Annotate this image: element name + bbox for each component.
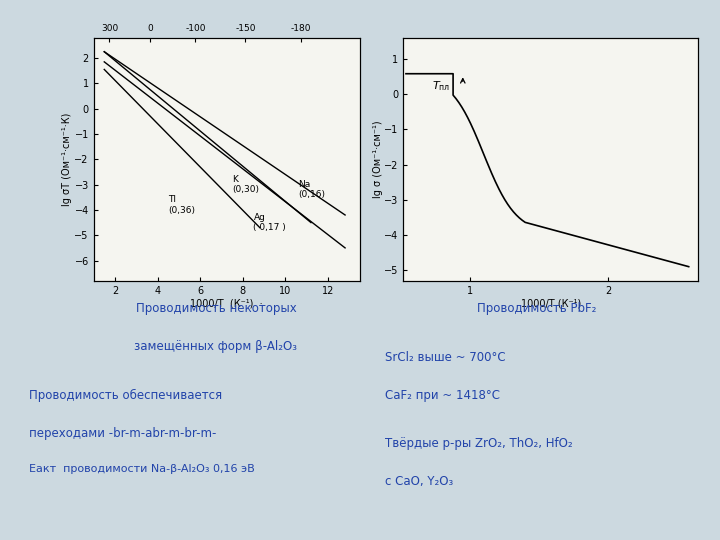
Text: Tl
(0,36): Tl (0,36) bbox=[168, 195, 195, 214]
Text: SrCl₂ выше ~ 700°C: SrCl₂ выше ~ 700°C bbox=[385, 351, 506, 364]
Text: замещённых форм β-Al₂O₃: замещённых форм β-Al₂O₃ bbox=[135, 340, 297, 353]
Text: K
(0,30): K (0,30) bbox=[232, 175, 259, 194]
Text: Проводимость обеспечивается: Проводимость обеспечивается bbox=[29, 389, 222, 402]
Y-axis label: lg σT (Ом⁻¹·см⁻¹·К): lg σT (Ом⁻¹·см⁻¹·К) bbox=[62, 113, 71, 206]
Text: Ag
( 0,17 ): Ag ( 0,17 ) bbox=[253, 213, 286, 232]
Text: CaF₂ при ~ 1418°C: CaF₂ при ~ 1418°C bbox=[385, 389, 500, 402]
Text: Твёрдые р-ры ZrO₂, ThO₂, HfO₂: Твёрдые р-ры ZrO₂, ThO₂, HfO₂ bbox=[385, 437, 573, 450]
Text: $T_{\mathrm{пл}}$: $T_{\mathrm{пл}}$ bbox=[432, 79, 451, 93]
Text: Проводимость некоторых: Проводимость некоторых bbox=[135, 302, 297, 315]
Y-axis label: lg σ (Ом⁻¹·см⁻¹): lg σ (Ом⁻¹·см⁻¹) bbox=[372, 120, 382, 198]
Text: Eакт  проводимости Na-β-Al₂O₃ 0,16 эВ: Eакт проводимости Na-β-Al₂O₃ 0,16 эВ bbox=[29, 464, 255, 475]
Text: Na
(0,16): Na (0,16) bbox=[298, 180, 325, 199]
Text: Проводимость PbF₂: Проводимость PbF₂ bbox=[477, 302, 596, 315]
X-axis label: 1000/T  (К⁻¹)  ·: 1000/T (К⁻¹) · bbox=[191, 299, 263, 308]
Text: с CaO, Y₂O₃: с CaO, Y₂O₃ bbox=[385, 475, 454, 488]
Text: переходами -br-m-abr-m-br-m-: переходами -br-m-abr-m-br-m- bbox=[29, 427, 216, 440]
X-axis label: 1000/T (К⁻¹): 1000/T (К⁻¹) bbox=[521, 299, 581, 308]
